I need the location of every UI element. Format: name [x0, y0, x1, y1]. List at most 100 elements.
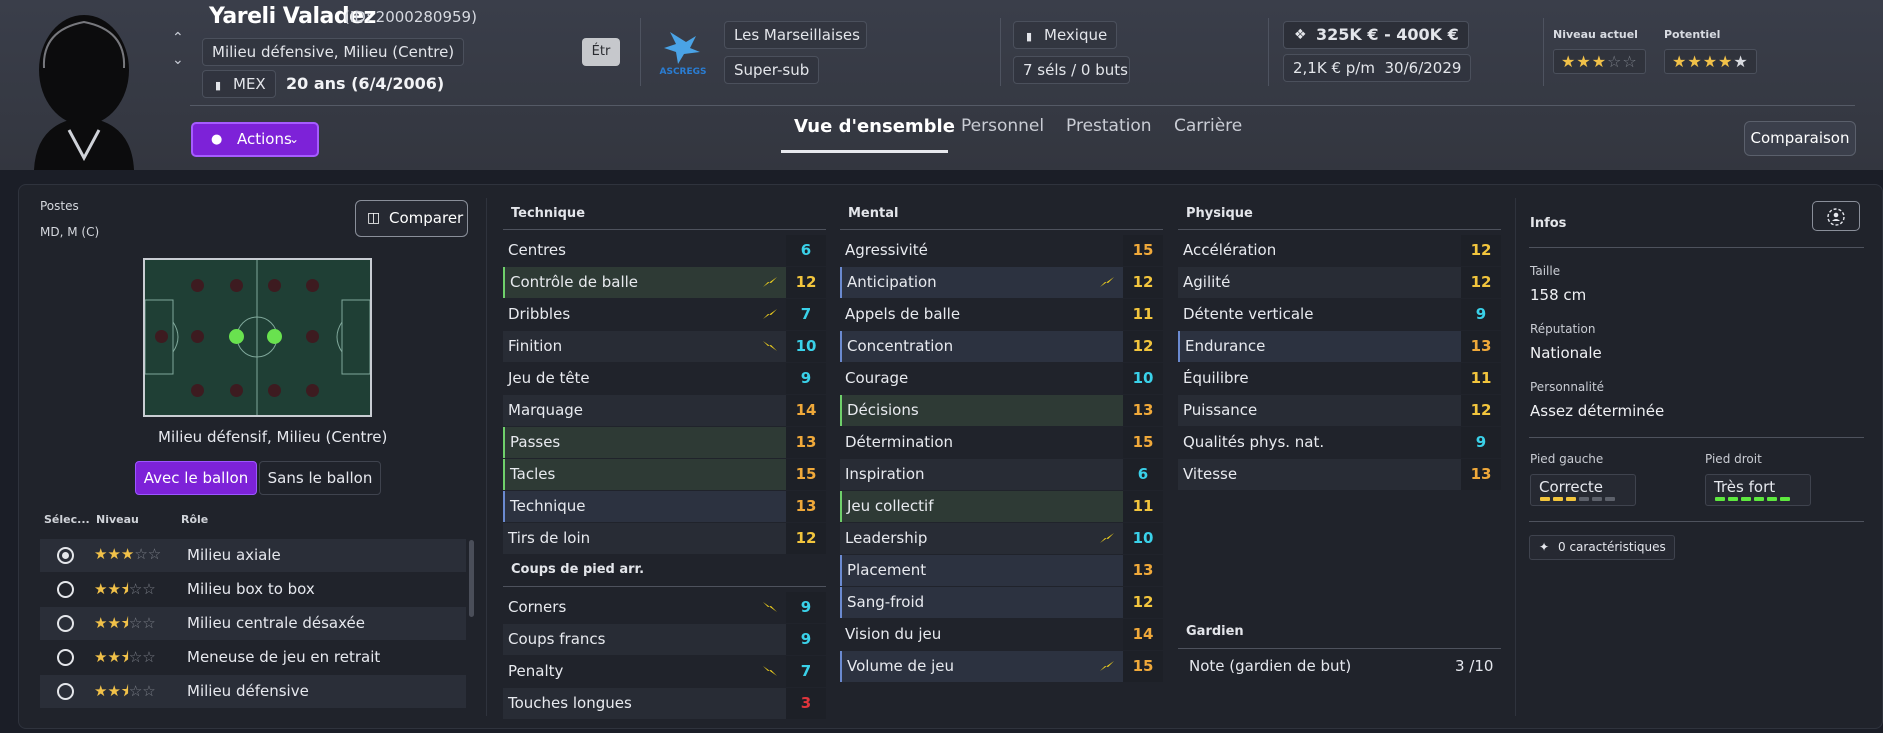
tab-personal[interactable]: Personnel: [961, 116, 1045, 136]
with-ball-toggle[interactable]: Avec le ballon: [135, 461, 257, 495]
role-radio[interactable]: [57, 649, 74, 666]
attribute-label: Corners: [508, 598, 567, 616]
attribute-row[interactable]: Courage 10: [840, 363, 1163, 394]
personality-label: Personnalité: [1530, 380, 1605, 394]
attribute-label: Tacles: [510, 465, 556, 483]
column-level[interactable]: Niveau: [96, 513, 139, 526]
attribute-label: Inspiration: [845, 465, 925, 483]
role-row[interactable]: ★★⯨☆☆ Milieu défensive: [40, 675, 466, 708]
personality-value: Assez déterminée: [1530, 402, 1665, 420]
attribute-row[interactable]: Endurance 13: [1178, 331, 1501, 362]
role-radio[interactable]: [57, 615, 74, 632]
roles-scrollbar[interactable]: [469, 540, 474, 617]
tab-overview[interactable]: Vue d'ensemble: [794, 116, 955, 137]
role-row[interactable]: ★★⯨☆☆ Milieu box to box: [40, 573, 466, 606]
attribute-row[interactable]: Jeu de tête 9: [503, 363, 826, 394]
previous-player-icon[interactable]: ⌃: [172, 30, 184, 46]
role-label: Milieu centrale désaxée: [187, 614, 365, 632]
attribute-label: Sang-froid: [847, 593, 925, 611]
divider: [486, 198, 487, 716]
traits-chip[interactable]: ✦ 0 caractéristiques: [1529, 535, 1675, 560]
role-radio[interactable]: [57, 683, 74, 700]
attribute-row[interactable]: Concentration 12: [840, 331, 1163, 362]
player-positions: Milieu défensive, Milieu (Centre): [202, 38, 465, 66]
attribute-row[interactable]: Accélération 12: [1178, 235, 1501, 266]
attribute-label: Coups francs: [508, 630, 606, 648]
attribute-row[interactable]: Corners 9: [503, 592, 826, 623]
attribute-row[interactable]: Jeu collectif 11: [840, 491, 1163, 522]
pitch-lines: [145, 260, 370, 415]
sparkle-icon: ✦: [1539, 540, 1550, 554]
tab-performance[interactable]: Prestation: [1066, 116, 1152, 136]
trend-down-icon: [763, 341, 777, 351]
attribute-row[interactable]: Passes 13: [503, 427, 826, 458]
compare-button[interactable]: ◫ Comparer: [355, 200, 468, 237]
attribute-row[interactable]: Placement 13: [840, 555, 1163, 586]
comparison-button[interactable]: Comparaison: [1744, 121, 1856, 156]
pitch-caption: Milieu défensif, Milieu (Centre): [158, 428, 388, 446]
attribute-row[interactable]: Appels de balle 11: [840, 299, 1163, 330]
club-logo-icon[interactable]: ASCREGS: [656, 28, 710, 78]
trend-up-icon: [1100, 661, 1114, 671]
current-ability-stars: ★★★☆☆: [1553, 49, 1646, 74]
attribute-row[interactable]: Dribbles 7: [503, 299, 826, 330]
attribute-row[interactable]: Puissance 12: [1178, 395, 1501, 426]
attribute-row[interactable]: Décisions 13: [840, 395, 1163, 426]
attribute-row[interactable]: Anticipation 12: [840, 267, 1163, 298]
attribute-row[interactable]: Touches longues 3: [503, 688, 826, 719]
role-radio-selected[interactable]: [57, 547, 74, 564]
actions-button[interactable]: ● Actions ⌄: [191, 122, 319, 157]
attribute-value: 9: [786, 592, 826, 623]
foot-bar: [1540, 497, 1550, 501]
positions-title: Postes: [40, 199, 79, 213]
column-role[interactable]: Rôle: [181, 513, 209, 526]
attribute-value: 12: [786, 267, 826, 298]
section-divider: [1529, 247, 1864, 248]
goalkeeper-rating-value: 3 /10: [1455, 657, 1494, 675]
attribute-row[interactable]: Penalty 7: [503, 656, 826, 687]
role-radio[interactable]: [57, 581, 74, 598]
without-ball-toggle[interactable]: Sans le ballon: [259, 461, 381, 495]
reputation-value: Nationale: [1530, 344, 1602, 362]
role-row[interactable]: ★★★☆☆ Milieu axiale: [40, 539, 466, 572]
player-info-button[interactable]: [1812, 201, 1860, 231]
attribute-value: 12: [1123, 587, 1163, 618]
person-circle-icon: [1827, 208, 1845, 226]
attribute-row[interactable]: Agressivité 15: [840, 235, 1163, 266]
position-dot: [268, 384, 281, 397]
attribute-row[interactable]: Vitesse 13: [1178, 459, 1501, 490]
attribute-row[interactable]: Technique 13: [503, 491, 826, 522]
attribute-row[interactable]: Tirs de loin 12: [503, 523, 826, 554]
attribute-row[interactable]: Contrôle de balle 12: [503, 267, 826, 298]
attribute-value: 13: [1123, 555, 1163, 586]
attribute-row[interactable]: Leadership 10: [840, 523, 1163, 554]
attribute-row[interactable]: Coups francs 9: [503, 624, 826, 655]
transfer-value-range: 325K € - 400K €: [1316, 25, 1459, 44]
nation-name[interactable]: ▮ Mexique: [1013, 21, 1118, 49]
attribute-value: 12: [1123, 267, 1163, 298]
role-row[interactable]: ★★⯨☆☆ Meneuse de jeu en retrait: [40, 641, 466, 674]
attribute-row[interactable]: Détente verticale 9: [1178, 299, 1501, 330]
attribute-row[interactable]: Tacles 15: [503, 459, 826, 490]
tab-career[interactable]: Carrière: [1174, 116, 1243, 136]
attribute-row[interactable]: Sang-froid 12: [840, 587, 1163, 618]
attribute-row[interactable]: Détermination 15: [840, 427, 1163, 458]
right-foot-bars: [1715, 497, 1790, 501]
attribute-row[interactable]: Vision du jeu 14: [840, 619, 1163, 650]
club-name[interactable]: Les Marseillaises: [724, 21, 867, 49]
attribute-row[interactable]: Agilité 12: [1178, 267, 1501, 298]
attribute-row[interactable]: Marquage 14: [503, 395, 826, 426]
column-select[interactable]: Sélec...: [44, 513, 90, 526]
attribute-row[interactable]: Qualités phys. nat. 9: [1178, 427, 1501, 458]
attribute-row[interactable]: Finition 10: [503, 331, 826, 362]
attribute-row[interactable]: Volume de jeu 15: [840, 651, 1163, 682]
role-row[interactable]: ★★⯨☆☆ Milieu centrale désaxée: [40, 607, 466, 640]
attribute-row[interactable]: Équilibre 11: [1178, 363, 1501, 394]
attribute-row[interactable]: Centres 6: [503, 235, 826, 266]
next-player-icon[interactable]: ⌄: [172, 52, 184, 68]
traits-label: 0 caractéristiques: [1558, 540, 1666, 554]
active-tab-indicator: [781, 150, 948, 153]
divider: [1000, 18, 1001, 86]
attribute-row[interactable]: Inspiration 6: [840, 459, 1163, 490]
right-foot-label: Pied droit: [1705, 452, 1762, 466]
